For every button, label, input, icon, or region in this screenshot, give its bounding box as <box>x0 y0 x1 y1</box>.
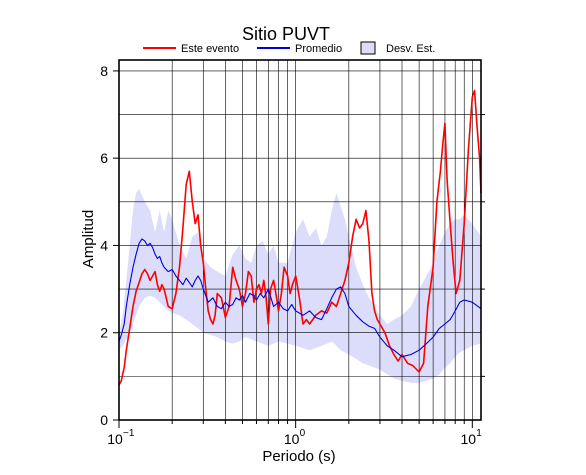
x-tick-label: 10 <box>461 431 477 447</box>
grid-lines <box>118 60 481 420</box>
chart-title: Sitio PUVT <box>242 24 330 44</box>
plot-frame <box>118 59 482 421</box>
x-tick-exponent: 0 <box>300 428 306 439</box>
legend: Este evento Promedio Desv. Est. <box>143 41 435 55</box>
series-line-mean <box>118 238 482 358</box>
y-tick-label: 6 <box>100 150 108 166</box>
x-tick-label: 10 <box>107 431 123 447</box>
y-tick-label: 0 <box>100 412 108 428</box>
legend-mean-label: Promedio <box>295 43 342 55</box>
y-tick-label: 8 <box>100 63 108 79</box>
std-band <box>119 188 481 383</box>
y-tick-label: 2 <box>100 325 108 341</box>
legend-std-label: Desv. Est. <box>386 43 435 55</box>
y-ticks: 0 2 4 6 8 <box>100 63 485 428</box>
y-tick-label: 4 <box>100 237 108 253</box>
y-axis-label: Amplitud <box>80 210 97 268</box>
x-tick-exponent: 1 <box>476 428 482 439</box>
x-ticks: 10 −1 10 0 10 1 <box>107 420 482 447</box>
legend-std-swatch <box>360 41 376 55</box>
x-axis-label: Periodo (s) <box>262 448 335 465</box>
x-tick-label: 10 <box>284 431 300 447</box>
legend-event-label: Este evento <box>181 43 239 55</box>
x-tick-exponent: −1 <box>123 428 135 439</box>
series-line-event <box>118 89 482 386</box>
